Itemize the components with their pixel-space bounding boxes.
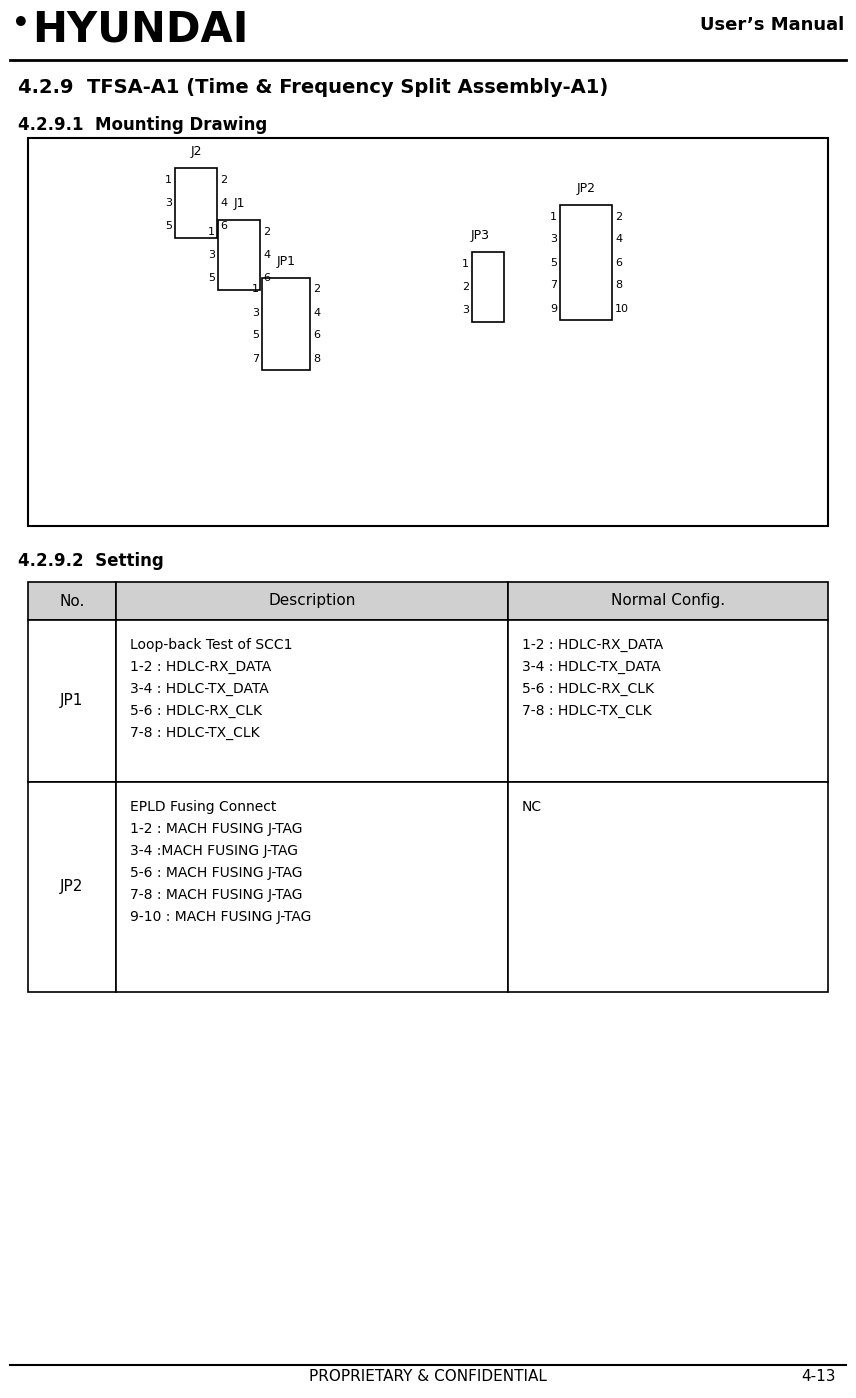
Text: 1: 1	[550, 211, 557, 221]
Text: 2: 2	[263, 226, 270, 236]
Text: 1-2 : HDLC-RX_DATA: 1-2 : HDLC-RX_DATA	[130, 660, 271, 674]
Bar	[472, 252, 504, 322]
Text: 5: 5	[550, 257, 557, 267]
Bar	[508, 781, 828, 993]
Text: 7: 7	[252, 354, 259, 363]
Text: No.: No.	[59, 594, 85, 608]
Text: J2: J2	[190, 145, 202, 158]
Text: Normal Config.: Normal Config.	[611, 594, 725, 608]
Text: 7-8 : MACH FUSING J-TAG: 7-8 : MACH FUSING J-TAG	[130, 888, 302, 902]
Bar	[560, 206, 612, 320]
Text: 4: 4	[220, 199, 227, 208]
Text: 3-4 : HDLC-TX_DATA: 3-4 : HDLC-TX_DATA	[522, 660, 661, 674]
Bar	[28, 138, 828, 526]
Text: EPLD Fusing Connect: EPLD Fusing Connect	[130, 800, 276, 814]
Text: 6: 6	[313, 330, 320, 341]
Text: 3-4 : HDLC-TX_DATA: 3-4 : HDLC-TX_DATA	[130, 682, 269, 696]
Bar	[116, 582, 508, 619]
Text: 9: 9	[550, 303, 557, 313]
Text: 5-6 : MACH FUSING J-TAG: 5-6 : MACH FUSING J-TAG	[130, 865, 302, 879]
Text: 3: 3	[550, 235, 557, 245]
Text: 2: 2	[462, 282, 469, 292]
Text: 6: 6	[263, 274, 270, 284]
Text: Description: Description	[268, 594, 356, 608]
Text: 4.2.9.1  Mounting Drawing: 4.2.9.1 Mounting Drawing	[18, 116, 267, 134]
Text: 4.2.9  TFSA-A1 (Time & Frequency Split Assembly-A1): 4.2.9 TFSA-A1 (Time & Frequency Split As…	[18, 78, 609, 96]
Text: 8: 8	[615, 281, 622, 291]
Bar	[262, 278, 310, 370]
Text: 2: 2	[220, 175, 227, 185]
Text: 5: 5	[252, 330, 259, 341]
Text: User’s Manual: User’s Manual	[699, 15, 844, 34]
Text: JP3: JP3	[471, 229, 490, 242]
Text: 2: 2	[615, 211, 622, 221]
Bar	[508, 619, 828, 781]
Text: 1: 1	[462, 259, 469, 268]
Text: JP1: JP1	[60, 693, 84, 709]
Text: JP2: JP2	[576, 182, 596, 194]
Text: 5-6 : HDLC-RX_CLK: 5-6 : HDLC-RX_CLK	[130, 705, 262, 719]
Text: 2: 2	[313, 285, 320, 295]
Text: 7-8 : HDLC-TX_CLK: 7-8 : HDLC-TX_CLK	[130, 726, 259, 740]
Bar	[116, 781, 508, 993]
Text: J1: J1	[233, 197, 245, 210]
Text: 1: 1	[165, 175, 172, 185]
Text: 7-8 : HDLC-TX_CLK: 7-8 : HDLC-TX_CLK	[522, 705, 651, 719]
Text: 4: 4	[263, 250, 270, 260]
Text: 7: 7	[550, 281, 557, 291]
Text: 5: 5	[208, 274, 215, 284]
Text: 1-2 : MACH FUSING J-TAG: 1-2 : MACH FUSING J-TAG	[130, 822, 302, 836]
Text: 4-13: 4-13	[801, 1369, 836, 1384]
Text: HYUNDAI: HYUNDAI	[32, 8, 248, 50]
Text: 3-4 :MACH FUSING J-TAG: 3-4 :MACH FUSING J-TAG	[130, 844, 298, 858]
Text: Loop-back Test of SCC1: Loop-back Test of SCC1	[130, 637, 293, 651]
Bar	[28, 781, 116, 993]
Text: 3: 3	[208, 250, 215, 260]
Text: 6: 6	[615, 257, 622, 267]
Text: JP1: JP1	[276, 254, 295, 268]
Bar	[28, 582, 116, 619]
Bar	[175, 168, 217, 238]
Text: 5: 5	[165, 221, 172, 231]
Text: 3: 3	[165, 199, 172, 208]
Text: 4: 4	[313, 308, 320, 317]
Text: 1: 1	[252, 285, 259, 295]
Text: 4: 4	[615, 235, 622, 245]
Bar	[28, 619, 116, 781]
Text: PROPRIETARY & CONFIDENTIAL: PROPRIETARY & CONFIDENTIAL	[309, 1369, 547, 1384]
Text: 10: 10	[615, 303, 629, 313]
Text: 6: 6	[220, 221, 227, 231]
Text: 1: 1	[208, 226, 215, 236]
Text: 8: 8	[313, 354, 320, 363]
Text: NC: NC	[522, 800, 542, 814]
Text: 4.2.9.2  Setting: 4.2.9.2 Setting	[18, 552, 163, 570]
Text: 3: 3	[462, 305, 469, 316]
Text: •: •	[12, 10, 30, 38]
Bar	[218, 219, 260, 289]
Bar	[116, 619, 508, 781]
Text: 1-2 : HDLC-RX_DATA: 1-2 : HDLC-RX_DATA	[522, 637, 663, 651]
Text: 5-6 : HDLC-RX_CLK: 5-6 : HDLC-RX_CLK	[522, 682, 654, 696]
Text: JP2: JP2	[60, 879, 84, 895]
Text: 9-10 : MACH FUSING J-TAG: 9-10 : MACH FUSING J-TAG	[130, 910, 312, 924]
Text: 3: 3	[252, 308, 259, 317]
Bar	[508, 582, 828, 619]
